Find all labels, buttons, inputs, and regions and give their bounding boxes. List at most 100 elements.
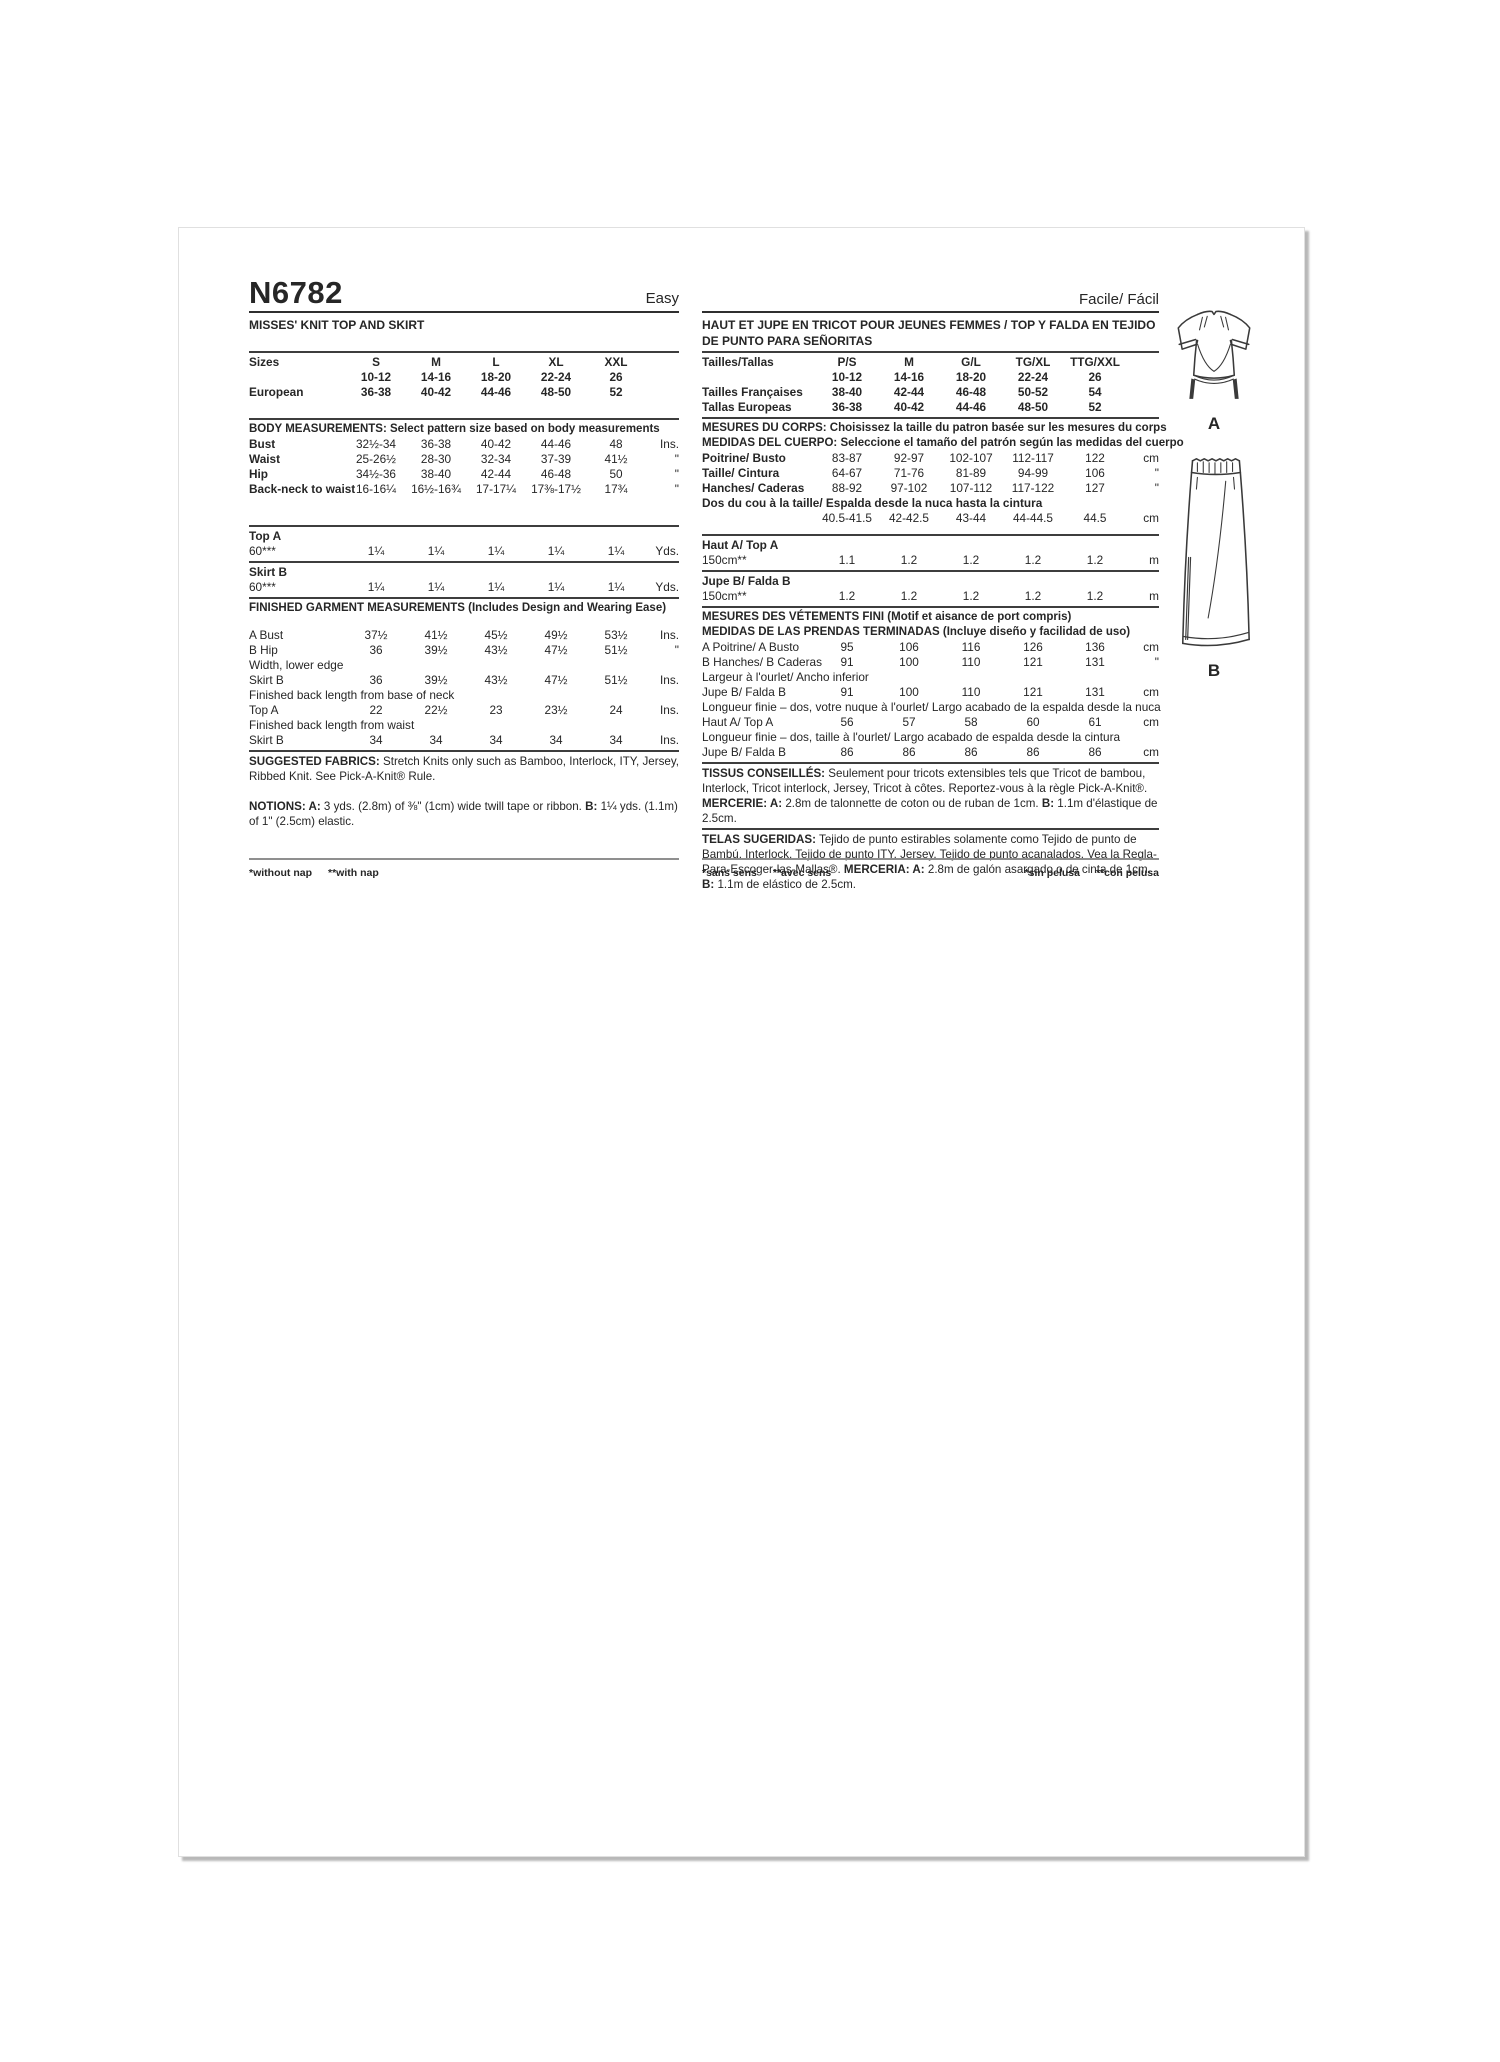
row-label: Tailles Françaises — [702, 385, 803, 399]
footnote-with-nap: **with nap — [328, 867, 379, 879]
table-row: Hip 34½-36 38-40 42-44 46-48 50 " — [249, 467, 679, 482]
size-value-cell: 34 — [549, 733, 563, 747]
size-value-cell: 52 — [609, 385, 623, 399]
size-value-cell: 22-24 — [540, 370, 572, 384]
size-value-cell: 53½ — [604, 628, 628, 642]
unit-cell: " — [674, 467, 679, 481]
size-value-cell: 51½ — [604, 643, 628, 657]
table-row: B Hanches/ B Caderas 91 100 110 121 131 " — [702, 655, 1159, 670]
section-gap — [249, 497, 679, 523]
section-rule — [702, 570, 1159, 572]
unit-cell: cm — [1143, 715, 1159, 729]
row-label: Jupe B/ Falda B — [702, 685, 786, 699]
paragraph-segment: 1.1m de elástico de 2.5cm. — [714, 878, 857, 891]
row-label: 60*** — [249, 580, 276, 594]
pattern-instruction-sheet: N6782 Easy MISSES' KNIT TOP AND SKIRT Si… — [178, 227, 1305, 1857]
row-label: 60*** — [249, 544, 276, 558]
paragraph-segment: TISSUS CONSEILLÉS: — [702, 767, 826, 780]
size-value-cell: 36-38 — [360, 385, 392, 399]
size-value-cell: 36-38 — [831, 400, 863, 414]
unit-cell: " — [1154, 655, 1159, 669]
unit-cell: Yds. — [655, 580, 679, 594]
table-row: Hanches/ Caderas 88-92 97-102 107-112 117-12… — [702, 481, 1159, 496]
masthead-en: N6782 Easy — [249, 256, 679, 308]
size-value-cell: 23 — [489, 703, 503, 717]
size-value-cell: 122 — [1085, 451, 1105, 465]
size-value-cell: 1.2 — [900, 589, 918, 603]
row-label: Skirt B — [249, 673, 284, 687]
size-value-cell: 10-12 — [360, 370, 392, 384]
size-value-cell: 1¼ — [607, 580, 625, 594]
size-value-cell: XL — [548, 355, 564, 369]
measurement-table: A Bust 37½ 41½ 45½ 49½ 53½ Ins. B Hip 36 39½ 43½ 47… — [249, 628, 679, 748]
row-label: Top A — [249, 703, 279, 717]
table-row: Waist 25-26½ 28-30 32-34 37-39 41½ " — [249, 452, 679, 467]
unit-cell: " — [1154, 466, 1159, 480]
measurement-table: Bust 32½-34 36-38 40-42 44-46 48 Ins. Waist 25-2… — [249, 437, 679, 497]
table-row: Largeur à l'ourlet/ Ancho inferior — [702, 670, 1159, 685]
size-value-cell: 60 — [1026, 715, 1040, 729]
row-label: B Hip — [249, 643, 278, 657]
size-value-cell: TTG/XXL — [1070, 355, 1120, 369]
size-value-cell: 26 — [1088, 370, 1102, 384]
unit-cell: Ins. — [659, 437, 679, 451]
size-value-cell: 81-89 — [955, 466, 987, 480]
size-value-cell: 48 — [609, 437, 623, 451]
intl-column: Facile/ Fácil HAUT ET JUPE EN TRICOT POU… — [702, 256, 1184, 906]
size-value-cell: 126 — [1023, 640, 1043, 654]
garment-illustrations: A B — [1159, 298, 1269, 695]
table-row: Tailles/Tallas P/S M G/L TG/XL TTG/XXL — [702, 355, 1159, 370]
table-row: Bust 32½-34 36-38 40-42 44-46 48 Ins. — [249, 437, 679, 452]
size-value-cell: P/S — [837, 355, 857, 369]
size-value-cell: 10-12 — [831, 370, 863, 384]
table-row: Skirt B 36 39½ 43½ 47½ 51½ Ins. — [249, 673, 679, 688]
row-label: Skirt B — [249, 565, 288, 579]
size-value-cell: 34 — [429, 733, 443, 747]
size-value-cell: 43½ — [484, 673, 508, 687]
size-value-cell: 54 — [1088, 385, 1102, 399]
size-value-cell: 64-67 — [831, 466, 863, 480]
size-value-cell: 48-50 — [1017, 400, 1049, 414]
unit-cell — [1126, 355, 1159, 370]
section-rule — [702, 606, 1159, 608]
paragraph-segment: B: — [702, 878, 715, 891]
size-value-cell: 17-17¼ — [475, 482, 516, 496]
section-gap — [249, 784, 679, 798]
size-value-cell: 1¼ — [487, 544, 505, 558]
paragraph: TELAS SUGERIDAS: Tejido de punto estirab… — [702, 832, 1159, 892]
table-row: Finished back length from waist — [249, 718, 679, 733]
table-row: 150cm** 1.1 1.2 1.2 1.2 1.2 m — [702, 553, 1159, 568]
unit-cell: Ins. — [659, 628, 679, 642]
table-row: 150cm** 1.2 1.2 1.2 1.2 1.2 m — [702, 589, 1159, 604]
unit-cell: Yds. — [655, 544, 679, 558]
size-value-cell: 41½ — [424, 628, 448, 642]
footnote-sin-pelusa: *sin pelusa — [1024, 867, 1080, 879]
unit-cell: " — [674, 643, 679, 657]
size-value-cell: 34½-36 — [355, 467, 396, 481]
size-value-cell: 37-39 — [540, 452, 572, 466]
row-label: Taille/ Cintura — [702, 466, 780, 480]
size-value-cell: 39½ — [424, 673, 448, 687]
size-value-cell: 50 — [609, 467, 623, 481]
table-row: Skirt B 34 34 34 34 34 Ins. — [249, 733, 679, 748]
size-value-cell: 1¼ — [547, 580, 565, 594]
row-label: Width, lower edge — [249, 658, 344, 672]
table-row: 40.5-41.5 42-42.5 43-44 44-44.5 44.5 cm — [702, 511, 1159, 526]
size-value-cell: 86 — [902, 745, 916, 759]
table-row: 60*** 1¼ 1¼ 1¼ 1¼ 1¼ Yds. — [249, 544, 679, 559]
unit-cell: Ins. — [659, 673, 679, 687]
section-header: BODY MEASUREMENTS: Select pattern size b… — [249, 423, 660, 435]
paragraph-segment: NOTIONS: A: — [249, 800, 321, 813]
unit-cell: cm — [1143, 640, 1159, 654]
size-value-cell: 1¼ — [427, 544, 445, 558]
table-row: Jupe B/ Falda B — [702, 574, 1159, 589]
size-value-cell: 17⅜-17½ — [531, 482, 581, 496]
unit-cell — [646, 355, 679, 370]
section-rule — [702, 417, 1159, 419]
size-value-cell: 23½ — [544, 703, 568, 717]
size-value-cell: 40.5-41.5 — [822, 511, 872, 525]
unit-cell: " — [674, 482, 679, 496]
unit-cell — [1126, 370, 1159, 385]
size-value-cell: 1.2 — [962, 589, 980, 603]
view-b-label: B — [1207, 661, 1221, 680]
